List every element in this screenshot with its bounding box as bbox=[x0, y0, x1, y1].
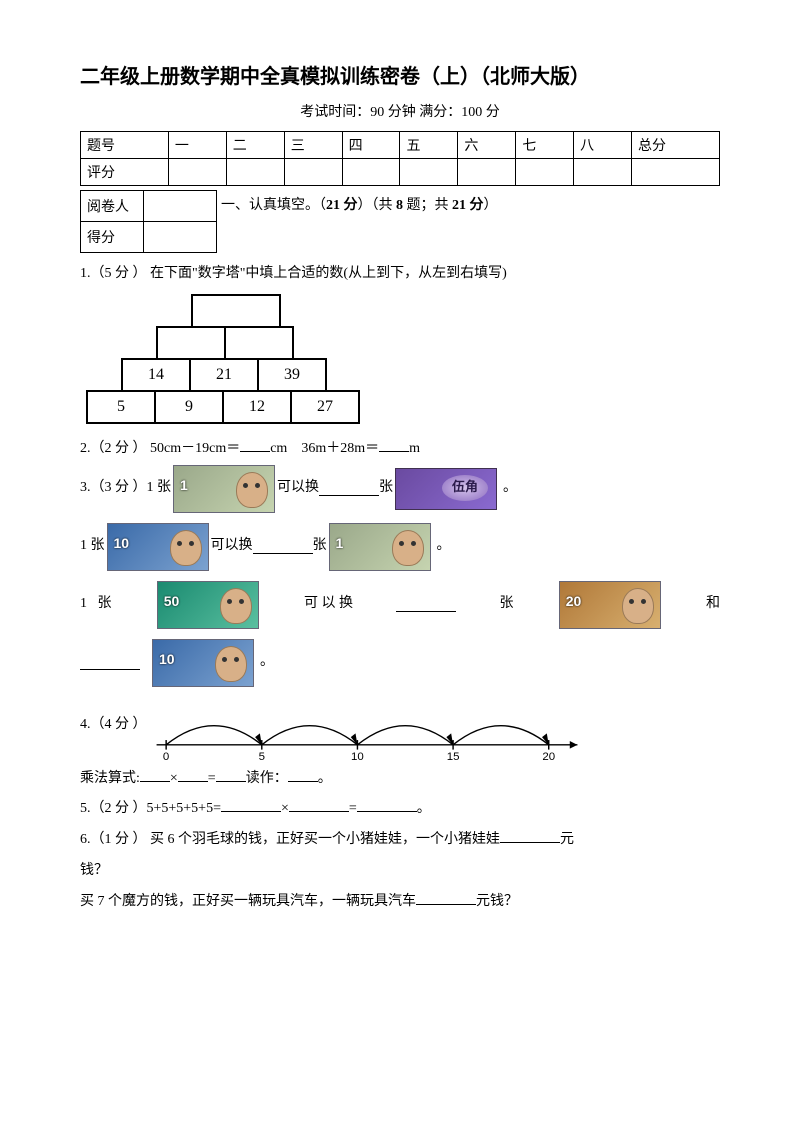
question-4: 4.（4 分 ） 0 5 10 15 20 bbox=[80, 687, 720, 795]
question-3: 3.（3 分 ）1 张 1 可以换 张 伍角 。 1 张 10 可以换 张 1 … bbox=[80, 465, 720, 687]
answer-blank[interactable] bbox=[240, 437, 270, 452]
score-cell bbox=[516, 159, 574, 186]
answer-blank[interactable] bbox=[253, 539, 313, 554]
score-header: 总分 bbox=[632, 132, 720, 159]
pyramid-cell: 27 bbox=[290, 390, 360, 424]
banknote-10-yuan-icon: 10 bbox=[107, 523, 209, 571]
banknote-50-yuan-icon: 50 bbox=[157, 581, 259, 629]
score-header: 五 bbox=[400, 132, 458, 159]
banknote-10-yuan-icon: 10 bbox=[152, 639, 254, 687]
pyramid-cell: 21 bbox=[189, 358, 259, 392]
score-cell bbox=[168, 159, 226, 186]
answer-blank[interactable] bbox=[289, 797, 349, 812]
score-cell bbox=[144, 222, 217, 253]
tick-label: 10 bbox=[351, 751, 364, 763]
score-table-header-row: 题号 一 二 三 四 五 六 七 八 总分 bbox=[81, 132, 720, 159]
score-cell bbox=[400, 159, 458, 186]
full-value: 100 分 bbox=[461, 105, 500, 120]
question-2: 2.（2 分 ） 50cm－19cm＝cm 36m＋28m＝m bbox=[80, 434, 720, 465]
pyramid-cell bbox=[156, 326, 226, 360]
question-6: 6.（1 分 ） 买 6 个羽毛球的钱，正好买一个小猪娃娃，一个小猪娃娃元 钱？… bbox=[80, 825, 720, 917]
answer-blank[interactable] bbox=[216, 767, 246, 782]
score-header: 一 bbox=[168, 132, 226, 159]
answer-blank[interactable] bbox=[140, 767, 170, 782]
grader-label: 阅卷人 bbox=[81, 191, 144, 222]
score-cell bbox=[458, 159, 516, 186]
score-header: 三 bbox=[284, 132, 342, 159]
score-header: 八 bbox=[574, 132, 632, 159]
score-cell bbox=[632, 159, 720, 186]
answer-blank[interactable] bbox=[379, 437, 409, 452]
pyramid-cell: 39 bbox=[257, 358, 327, 392]
grader-table: 阅卷人 得分 bbox=[80, 190, 217, 253]
score-header: 七 bbox=[516, 132, 574, 159]
question-1: 1.（5 分 ） 在下面"数字塔"中填上合适的数(从上到下，从左到右填写) 14… bbox=[80, 259, 720, 424]
banknote-1-yuan-icon: 1 bbox=[173, 465, 275, 513]
question-5: 5.（2 分 ）5+5+5+5+5=×=。 bbox=[80, 794, 720, 825]
score-header: 四 bbox=[342, 132, 400, 159]
tick-label: 0 bbox=[162, 751, 168, 763]
pyramid-cell: 12 bbox=[222, 390, 292, 424]
pyramid-cell: 14 bbox=[121, 358, 191, 392]
pyramid-cell bbox=[224, 326, 294, 360]
full-label: 满分： bbox=[416, 105, 462, 120]
answer-blank[interactable] bbox=[288, 767, 318, 782]
score-cell bbox=[284, 159, 342, 186]
score-cell bbox=[574, 159, 632, 186]
answer-blank[interactable] bbox=[319, 481, 379, 496]
score-header: 六 bbox=[458, 132, 516, 159]
pyramid-cell: 9 bbox=[154, 390, 224, 424]
section-1-header: 一、认真填空。（21 分）（共 8 题；共 21 分） bbox=[221, 190, 498, 214]
q1-text: 1.（5 分 ） 在下面"数字塔"中填上合适的数(从上到下，从左到右填写) bbox=[80, 259, 720, 290]
answer-blank[interactable] bbox=[500, 828, 560, 843]
score-header: 题号 bbox=[81, 132, 169, 159]
answer-blank[interactable] bbox=[80, 655, 140, 670]
score-cell bbox=[342, 159, 400, 186]
answer-blank[interactable] bbox=[221, 797, 281, 812]
answer-blank[interactable] bbox=[357, 797, 417, 812]
banknote-1-yuan-icon: 1 bbox=[329, 523, 431, 571]
answer-blank[interactable] bbox=[178, 767, 208, 782]
banknote-5-jiao-icon: 伍角 bbox=[395, 468, 497, 510]
score-cell bbox=[226, 159, 284, 186]
exam-info: 考试时间：90 分钟 满分：100 分 bbox=[80, 101, 720, 121]
score-table: 题号 一 二 三 四 五 六 七 八 总分 评分 bbox=[80, 131, 720, 186]
number-line: 0 5 10 15 20 bbox=[147, 697, 587, 764]
time-value: 90 分钟 bbox=[370, 105, 416, 120]
grader-cell bbox=[144, 191, 217, 222]
tick-label: 15 bbox=[446, 751, 459, 763]
score-table-score-row: 评分 bbox=[81, 159, 720, 186]
tick-label: 5 bbox=[258, 751, 264, 763]
pyramid-cell: 5 bbox=[86, 390, 156, 424]
page-title: 二年级上册数学期中全真模拟训练密卷（上）（北师大版） bbox=[80, 60, 720, 89]
tick-label: 20 bbox=[542, 751, 555, 763]
banknote-20-yuan-icon: 20 bbox=[559, 581, 661, 629]
pyramid-cell bbox=[191, 294, 281, 328]
number-pyramid: 14 21 39 5 9 12 27 bbox=[86, 296, 720, 424]
answer-blank[interactable] bbox=[416, 890, 476, 905]
answer-blank[interactable] bbox=[396, 597, 456, 612]
time-label: 考试时间： bbox=[300, 105, 370, 120]
score-row-label: 评分 bbox=[81, 159, 169, 186]
score-header: 二 bbox=[226, 132, 284, 159]
score-label: 得分 bbox=[81, 222, 144, 253]
